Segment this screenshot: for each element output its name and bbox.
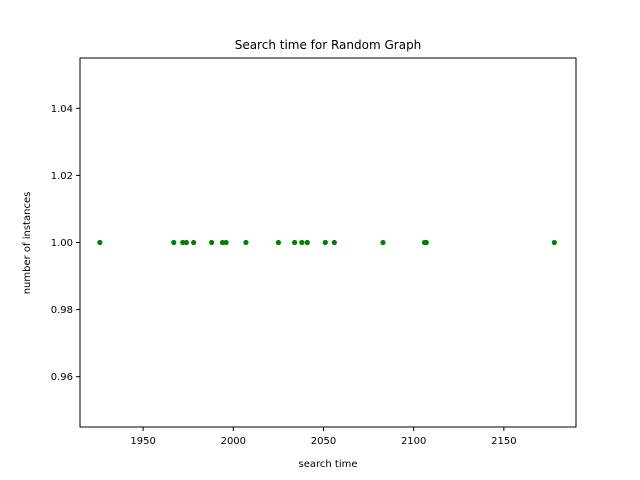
x-tick-label: 1950 — [130, 436, 155, 447]
y-axis-label: number of instances — [22, 192, 33, 295]
x-tick-label: 2050 — [311, 436, 336, 447]
x-axis-label: search time — [299, 459, 358, 470]
data-point — [304, 239, 310, 246]
chart-title: Search time for Random Graph — [235, 38, 422, 52]
data-point — [209, 239, 215, 246]
data-point — [322, 239, 328, 246]
x-tick-label: 2150 — [491, 436, 516, 447]
data-point — [97, 239, 103, 246]
data-point — [275, 239, 281, 246]
x-tick-label: 2100 — [401, 436, 426, 447]
data-point — [292, 239, 298, 246]
y-tick-label: 1.02 — [51, 171, 73, 182]
y-tick-label: 0.96 — [51, 372, 73, 383]
data-point — [331, 239, 337, 246]
data-point — [180, 239, 186, 246]
data-point — [219, 239, 226, 246]
x-tick-label: 2000 — [221, 436, 246, 447]
data-point — [191, 239, 197, 246]
data-point — [171, 239, 177, 246]
y-tick-label: 0.98 — [51, 305, 73, 316]
y-tick-label: 1.00 — [51, 238, 73, 249]
data-point — [380, 239, 386, 246]
data-point — [299, 239, 305, 246]
plot-frame — [79, 57, 577, 428]
data-point — [183, 239, 190, 246]
data-point — [423, 239, 429, 246]
data-point — [223, 239, 229, 246]
plot-area: 1950 2000 2050 2100 2150 0.96 0.98 1.00 1.02 1.04 — [51, 104, 557, 447]
data-point — [551, 239, 557, 246]
y-tick-label: 1.04 — [51, 104, 73, 115]
data-point — [243, 239, 249, 246]
